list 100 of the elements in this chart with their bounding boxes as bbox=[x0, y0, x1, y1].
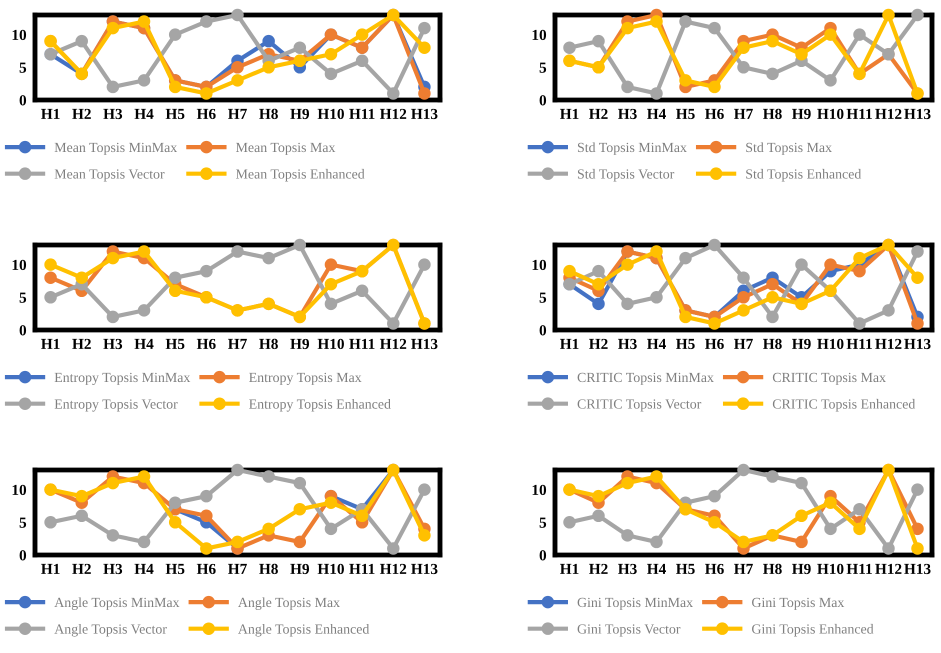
point bbox=[200, 87, 213, 100]
point bbox=[766, 278, 779, 290]
point bbox=[737, 536, 750, 548]
x-tick-label: H10 bbox=[318, 108, 344, 120]
x-tick-label: H4 bbox=[134, 564, 154, 574]
legend-label: Mean Topsis Max bbox=[236, 142, 336, 155]
x-tick-label: H6 bbox=[196, 564, 216, 574]
x-tick-label: H8 bbox=[763, 564, 782, 574]
point bbox=[324, 298, 338, 310]
x-tick-label: H13 bbox=[411, 108, 438, 120]
point bbox=[795, 510, 808, 522]
y-tick-label: 0 bbox=[20, 550, 26, 560]
point bbox=[679, 74, 692, 87]
x-tick-label: H9 bbox=[290, 338, 310, 350]
point bbox=[853, 522, 866, 536]
x-tick-label: H13 bbox=[904, 108, 931, 120]
x-tick-label: H13 bbox=[904, 564, 931, 574]
legend-label: Gini Topsis Enhanced bbox=[752, 624, 874, 636]
point bbox=[106, 310, 120, 324]
point bbox=[708, 490, 721, 502]
x-tick-label: H5 bbox=[166, 108, 184, 120]
point bbox=[621, 258, 634, 271]
x-tick-label: H2 bbox=[589, 108, 608, 119]
point bbox=[621, 22, 634, 34]
point bbox=[324, 68, 338, 80]
point bbox=[44, 258, 57, 271]
x-tick-label: H7 bbox=[734, 564, 753, 574]
point bbox=[679, 252, 692, 264]
point bbox=[44, 516, 57, 529]
point bbox=[795, 536, 808, 548]
point bbox=[853, 28, 866, 41]
point bbox=[356, 54, 368, 68]
legend-label: Gini Topsis MinMax bbox=[578, 598, 693, 610]
y-tick-label: 10 bbox=[532, 260, 546, 270]
legend-label: Angle Topsis MinMax bbox=[54, 597, 180, 610]
legend-label: Std Topsis MinMax bbox=[578, 142, 687, 155]
point bbox=[200, 15, 213, 28]
point bbox=[911, 245, 924, 258]
point bbox=[200, 510, 213, 522]
point bbox=[708, 317, 721, 330]
x-tick-label: H1 bbox=[560, 338, 578, 349]
y-tick-label: 0 bbox=[20, 95, 26, 106]
x-tick-label: H4 bbox=[647, 338, 666, 349]
point bbox=[231, 245, 244, 258]
legend-label: Entropy Topsis Max bbox=[249, 372, 362, 385]
x-tick-label: H6 bbox=[196, 338, 216, 350]
x-tick-label: H12 bbox=[875, 338, 902, 349]
legend-label: Entropy Topsis MinMax bbox=[54, 372, 190, 385]
y-tick-label: 0 bbox=[540, 95, 546, 106]
x-tick-label: H3 bbox=[618, 564, 637, 574]
legend-label: Std Topsis Enhanced bbox=[746, 168, 862, 182]
x-tick-label: H6 bbox=[196, 108, 216, 120]
x-tick-label: H12 bbox=[380, 338, 406, 349]
point bbox=[418, 41, 431, 54]
x-tick-label: H3 bbox=[618, 338, 637, 350]
y-tick-label: 0 bbox=[540, 550, 546, 560]
x-tick-label: H2 bbox=[72, 338, 91, 349]
x-tick-label: H9 bbox=[792, 108, 811, 120]
y-tick-label: 5 bbox=[20, 62, 26, 73]
point bbox=[882, 8, 895, 22]
point bbox=[853, 317, 866, 330]
legend-label: Angle Topsis Enhanced bbox=[238, 624, 370, 637]
point bbox=[231, 61, 244, 74]
point bbox=[853, 252, 866, 264]
legend-label: Entropy Topsis Enhanced bbox=[249, 398, 391, 412]
point bbox=[106, 476, 120, 490]
point bbox=[231, 8, 244, 22]
legend-label: Entropy Topsis Vector bbox=[54, 399, 178, 412]
point bbox=[563, 41, 576, 54]
y-tick-label: 10 bbox=[532, 484, 546, 496]
point bbox=[650, 291, 663, 304]
point bbox=[737, 291, 750, 304]
x-tick-label: H5 bbox=[166, 564, 184, 574]
x-tick-label: H2 bbox=[72, 564, 91, 574]
y-tick-label: 10 bbox=[12, 484, 26, 496]
point bbox=[356, 284, 368, 298]
point bbox=[737, 61, 750, 74]
point bbox=[324, 278, 338, 290]
point bbox=[795, 476, 808, 490]
x-tick-label: H2 bbox=[589, 338, 608, 349]
point bbox=[766, 470, 779, 483]
x-tick-label: H8 bbox=[259, 108, 278, 120]
point bbox=[824, 28, 837, 41]
point bbox=[650, 15, 663, 28]
y-tick-label: 10 bbox=[12, 30, 26, 40]
point bbox=[356, 28, 368, 41]
point bbox=[294, 41, 306, 54]
y-tick-label: 5 bbox=[540, 292, 546, 303]
point bbox=[106, 80, 120, 94]
x-tick-label: H3 bbox=[103, 108, 122, 120]
x-tick-label: H5 bbox=[166, 338, 184, 350]
x-tick-label: H4 bbox=[647, 564, 666, 574]
legend-label: CRITIC Topsis Enhanced bbox=[772, 398, 916, 412]
point bbox=[795, 48, 808, 60]
point bbox=[324, 522, 338, 536]
legend-label: Gini Topsis Vector bbox=[578, 624, 680, 636]
x-tick-label: H10 bbox=[817, 564, 844, 574]
point bbox=[294, 536, 306, 548]
point bbox=[75, 271, 88, 284]
point bbox=[262, 34, 275, 48]
